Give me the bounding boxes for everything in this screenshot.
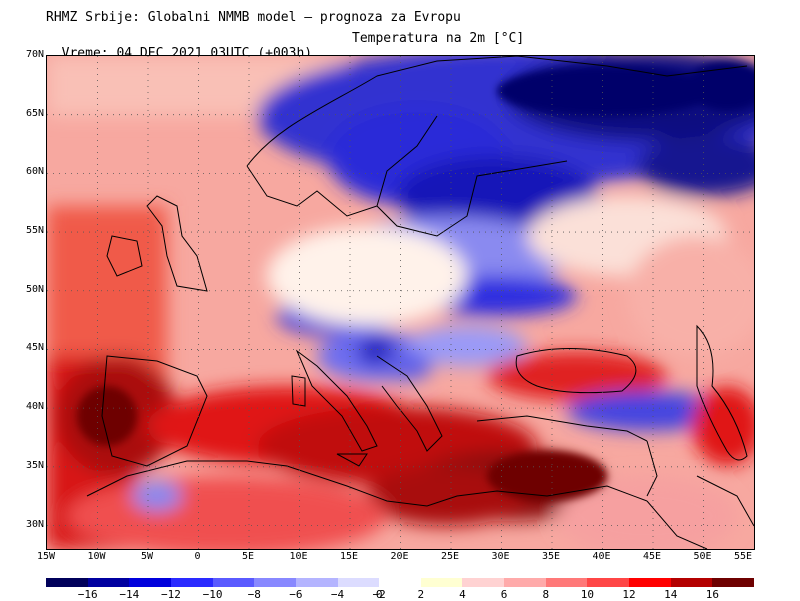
latitude-label: 30N (25, 518, 44, 530)
legend-label: −4 (330, 588, 345, 601)
legend-label: 4 (459, 588, 466, 601)
temperature-map (46, 55, 755, 550)
legend-label: 2 (417, 588, 425, 601)
longitude-label: 0 (194, 551, 201, 562)
latitude-label: 45N (25, 342, 44, 354)
longitude-label: 55E (733, 551, 753, 562)
legend-swatch (212, 578, 255, 587)
legend-label: −16 (77, 588, 98, 601)
longitude-label: 20E (390, 551, 409, 562)
legend-label: 12 (622, 588, 636, 601)
legend-label: 8 (542, 588, 550, 601)
legend-label: 0 (375, 588, 383, 601)
legend-swatch (587, 578, 630, 587)
longitude-label: 10E (289, 551, 308, 562)
legend-label: 14 (664, 588, 678, 601)
legend-label: 16 (705, 588, 719, 601)
latitude-label: 55N (25, 225, 44, 237)
legend-swatch (129, 578, 172, 587)
legend-swatch (504, 578, 547, 587)
legend-swatch (170, 578, 214, 587)
legend-swatch (629, 578, 672, 587)
legend-swatch (337, 578, 380, 587)
legend-swatch (712, 578, 755, 587)
latitude-label: 35N (25, 459, 44, 471)
longitude-label: 35E (541, 551, 561, 562)
legend-label: 10 (580, 588, 595, 601)
map-title: RHMZ Srbije: Globalni NMMB model — progn… (46, 10, 461, 25)
longitude-label: 30E (491, 551, 510, 562)
legend-swatch (295, 578, 339, 587)
legend-swatch (87, 578, 130, 587)
legend-label: −2 (372, 588, 386, 601)
legend-swatch (670, 578, 713, 587)
temperature-detail (77, 61, 754, 501)
longitude-label: 40E (592, 551, 611, 562)
legend-label: 6 (500, 588, 508, 601)
latitude-label: 65N (25, 107, 44, 119)
legend-swatch (420, 578, 463, 587)
longitude-label: 50E (693, 551, 712, 562)
graticule (47, 56, 754, 549)
legend-label: −10 (202, 588, 223, 601)
parameter-label: Temperatura na 2m [°C] (352, 31, 525, 46)
legend-swatch (46, 578, 89, 587)
legend-label: −12 (161, 588, 181, 601)
longitude-label: 5W (140, 551, 154, 562)
latitude-label: 60N (25, 166, 44, 178)
legend-swatch (254, 578, 297, 587)
longitude-label: 25E (440, 551, 460, 562)
latitude-label: 40N (25, 401, 44, 413)
longitude-label: 10W (87, 551, 106, 562)
coastlines (86, 56, 754, 549)
legend-swatch (545, 578, 588, 587)
legend-label: −14 (119, 588, 140, 601)
longitude-label: 15E (339, 551, 359, 562)
longitude-label: 45E (642, 551, 662, 562)
legend-swatch (379, 578, 422, 587)
temperature-legend (46, 578, 755, 587)
longitude-label: 15W (36, 551, 56, 562)
legend-label: −8 (247, 588, 261, 601)
legend-label: −6 (289, 588, 303, 601)
temperature-field (47, 56, 754, 549)
legend-swatch (462, 578, 505, 587)
latitude-label: 70N (25, 49, 44, 60)
latitude-label: 50N (25, 283, 44, 295)
longitude-label: 5E (241, 551, 255, 562)
